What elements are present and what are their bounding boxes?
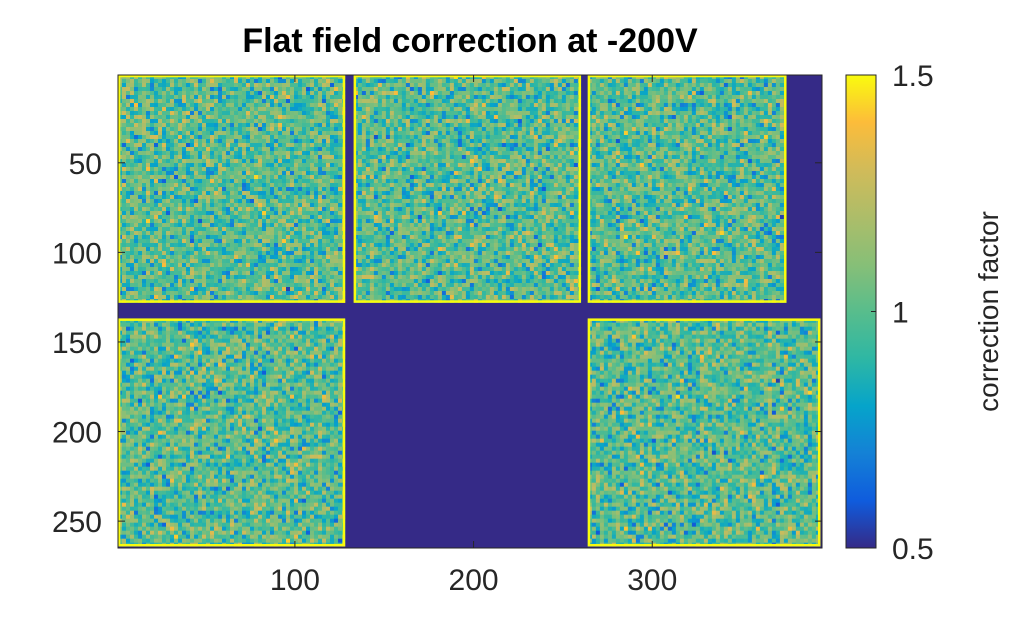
y-tick-label: 100 (52, 237, 102, 270)
y-tick-label: 200 (52, 417, 102, 450)
x-tick-label: 200 (449, 564, 499, 597)
tile-bottom-left-border (117, 318, 346, 547)
plot-frame (117, 74, 823, 549)
colorbar-tick-label: 0.5 (892, 533, 934, 566)
tile-top-right (587, 74, 787, 303)
colorbar-tick-label: 1.5 (892, 60, 934, 93)
y-tick-label: 150 (52, 327, 102, 360)
colorbar-label: correction factor (973, 211, 1004, 412)
y-tick-label: 50 (69, 148, 102, 181)
tile-top-middle-border (353, 74, 582, 303)
x-tick-label: 300 (627, 564, 677, 597)
y-tick-label: 250 (52, 506, 102, 539)
colorbar-tick-label: 1 (892, 297, 909, 330)
x-tick-label: 100 (270, 564, 320, 597)
tile-top-left (117, 74, 346, 303)
sensor-tiles (117, 74, 821, 547)
colorbar: 0.5 1 1.5 correction factor (845, 60, 1004, 566)
chart-title: Flat field correction at -200V (242, 22, 698, 60)
tile-top-right-border (587, 74, 787, 303)
tile-bottom-right-border (587, 318, 821, 547)
tile-top-left-border (117, 74, 346, 303)
colorbar-ticks: 0.5 1 1.5 (871, 60, 934, 566)
axes: 100 200 300 50 100 150 200 250 (52, 74, 823, 597)
tile-top-middle (353, 74, 582, 303)
tile-bottom-left (117, 318, 346, 547)
tile-bottom-right (587, 318, 821, 547)
